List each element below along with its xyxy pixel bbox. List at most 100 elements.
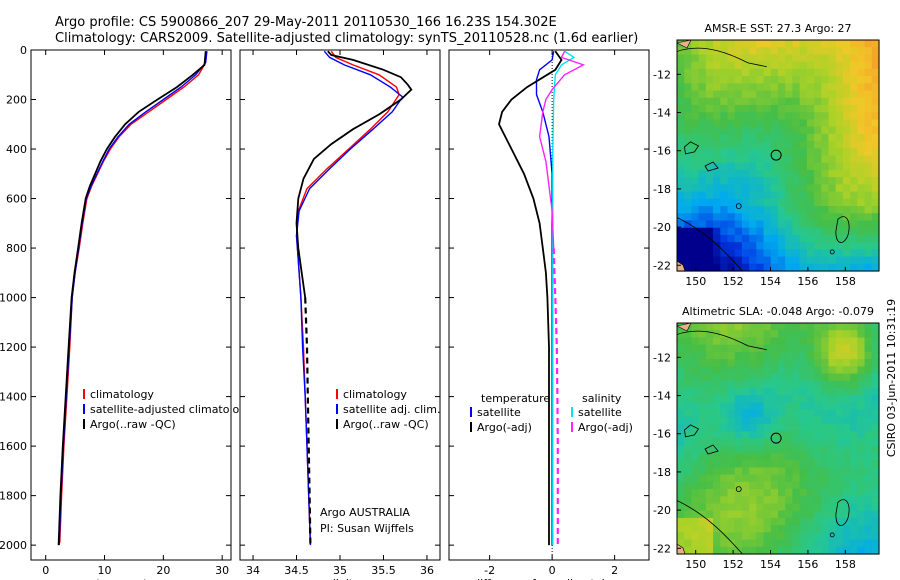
map-cell: [691, 83, 700, 92]
map-cell: [814, 330, 822, 339]
map-cell: [821, 97, 830, 106]
map-cell: [835, 525, 844, 533]
map-cell: [842, 496, 851, 505]
map-y-tick-label: -18: [653, 466, 671, 479]
map-cell: [785, 424, 794, 432]
map-cell: [799, 373, 808, 382]
map-cell: [705, 112, 714, 121]
map-cell: [698, 40, 707, 48]
temperature-xlabel: temperature: [96, 577, 165, 580]
map-cell: [871, 517, 880, 526]
map-cell: [857, 380, 866, 389]
map-cell: [713, 481, 721, 490]
map-cell: [684, 112, 693, 121]
map-cell: [770, 234, 779, 243]
x-tick-label: 35.5: [371, 564, 396, 577]
map-cell: [835, 47, 844, 56]
credit-line-2: PI: Susan Wijffels: [320, 522, 414, 535]
map-cell: [806, 227, 815, 236]
map-cell: [691, 416, 700, 425]
map-cell: [756, 416, 765, 425]
map-cell: [835, 366, 844, 375]
map-cell: [799, 337, 808, 346]
map-cell: [864, 162, 873, 171]
map-cell: [850, 263, 858, 272]
map-cell: [741, 416, 750, 425]
map-cell: [835, 234, 844, 243]
map-cell: [821, 155, 830, 164]
map-cell: [792, 409, 801, 418]
map-cell: [756, 249, 765, 258]
map-cell: [842, 227, 851, 236]
map-cell: [835, 359, 844, 367]
map-cell: [828, 532, 837, 541]
map-cell: [763, 112, 772, 121]
map-cell: [756, 169, 765, 178]
map-cell: [763, 256, 772, 265]
map-cell: [705, 40, 714, 48]
map-cell: [698, 68, 707, 77]
map-cell: [814, 256, 822, 265]
map-cell: [821, 242, 830, 250]
map-cell: [828, 387, 837, 396]
map-cell: [806, 467, 815, 476]
map-cell: [785, 409, 794, 418]
map-cell: [741, 438, 750, 447]
map-cell: [763, 40, 772, 48]
map-cell: [727, 489, 736, 497]
map-cell: [684, 503, 693, 512]
y-tick-label: 1200: [0, 341, 27, 354]
map-cell: [770, 104, 779, 113]
map-cell: [828, 351, 837, 360]
map-cell: [684, 416, 693, 425]
map-cell: [713, 416, 721, 425]
map-cell: [684, 387, 693, 396]
map-cell: [770, 395, 779, 404]
map-cell: [814, 467, 822, 476]
map-cell: [691, 395, 700, 404]
map-cell: [828, 213, 837, 222]
map-cell: [727, 242, 736, 250]
map-x-tick-label: 158: [835, 275, 856, 288]
map-cell: [785, 474, 794, 483]
map-cell: [677, 184, 685, 193]
map-cell: [842, 366, 851, 375]
map-cell: [806, 90, 815, 99]
map-cell: [691, 148, 700, 157]
map-cell: [770, 97, 779, 106]
map-cell: [799, 83, 808, 92]
map-y-tick-label: -20: [653, 504, 671, 517]
reef-contour: [704, 444, 719, 455]
map-cell: [727, 126, 736, 135]
y-tick-label: 0: [20, 44, 27, 57]
map-cell: [828, 402, 837, 411]
map-cell: [741, 409, 750, 418]
map-cell: [705, 61, 714, 70]
map-cell: [734, 387, 743, 396]
map-cell: [814, 489, 822, 497]
map-cell: [835, 54, 844, 63]
map-cell: [871, 452, 880, 461]
map-cell: [835, 155, 844, 164]
map-cell: [857, 438, 866, 447]
map-cell: [741, 220, 750, 229]
map-cell: [727, 256, 736, 265]
map-cell: [814, 68, 822, 77]
map-cell: [821, 489, 830, 497]
map-cell: [705, 155, 714, 164]
map-cell: [677, 83, 685, 92]
map-cell: [828, 242, 837, 250]
map-cell: [698, 256, 707, 265]
map-cell: [835, 496, 844, 505]
map-cell: [698, 76, 707, 84]
map-cell: [835, 474, 844, 483]
map-cell: [792, 119, 801, 128]
map-cell: [864, 387, 873, 396]
map-cell: [835, 510, 844, 519]
map-cell: [763, 496, 772, 505]
map-cell: [734, 177, 743, 185]
sla-field: [677, 323, 880, 555]
map-cell: [734, 112, 743, 121]
map-cell: [684, 141, 693, 149]
map-cell: [857, 532, 866, 541]
